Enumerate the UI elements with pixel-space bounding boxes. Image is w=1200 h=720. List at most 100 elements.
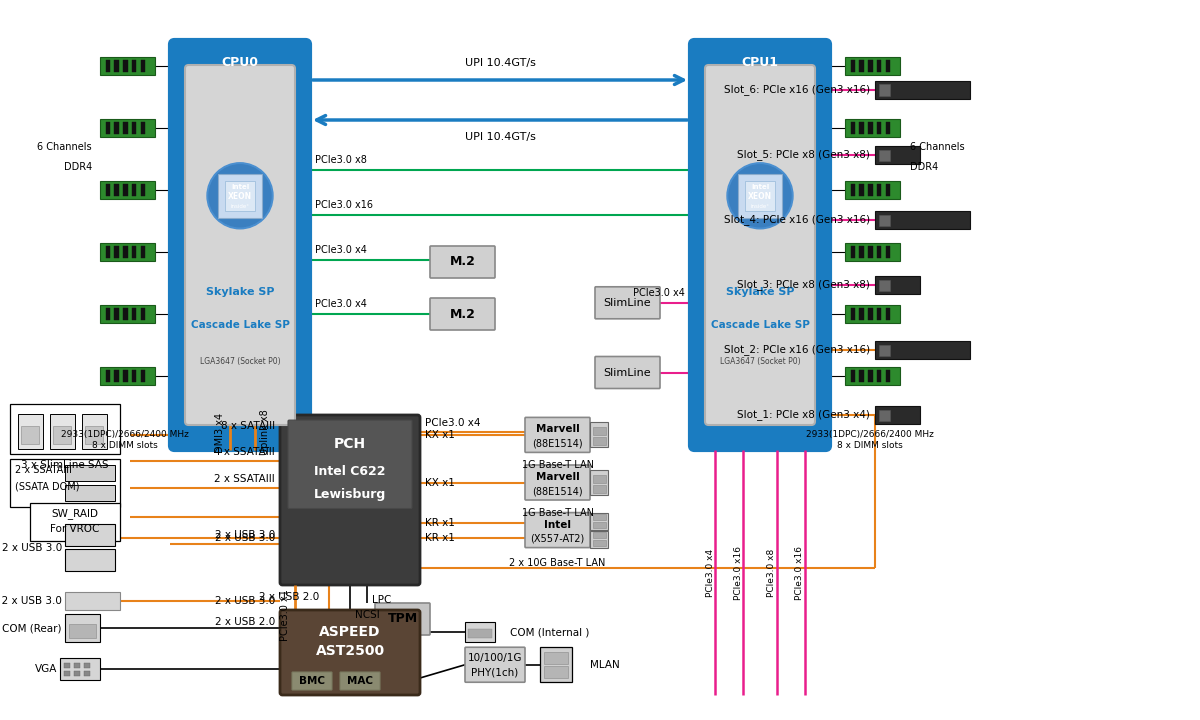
- Text: Skylake SP: Skylake SP: [205, 287, 275, 297]
- Bar: [859, 122, 864, 134]
- Bar: [106, 370, 110, 382]
- Bar: [70, 624, 96, 639]
- Bar: [132, 122, 137, 134]
- Bar: [124, 60, 127, 72]
- Bar: [878, 344, 890, 356]
- Text: CPU0: CPU0: [222, 55, 258, 68]
- Bar: [82, 414, 107, 449]
- Bar: [124, 370, 127, 382]
- Text: Intel: Intel: [544, 520, 571, 530]
- Text: Marvell: Marvell: [535, 472, 580, 482]
- Bar: [859, 370, 864, 382]
- Text: Slot_4: PCIe x16 (Gen3 x16): Slot_4: PCIe x16 (Gen3 x16): [724, 215, 870, 225]
- Bar: [84, 671, 90, 675]
- FancyBboxPatch shape: [430, 298, 496, 330]
- Text: 2 x USB 3.0: 2 x USB 3.0: [215, 534, 275, 544]
- Bar: [886, 184, 890, 196]
- FancyBboxPatch shape: [170, 40, 310, 450]
- Bar: [100, 305, 155, 323]
- Bar: [65, 592, 120, 610]
- Bar: [593, 438, 606, 446]
- Bar: [886, 307, 890, 320]
- Bar: [875, 146, 920, 164]
- Bar: [65, 614, 100, 642]
- Bar: [859, 307, 864, 320]
- Text: M.2: M.2: [450, 256, 475, 269]
- Bar: [877, 370, 881, 382]
- Bar: [886, 122, 890, 134]
- Text: Slot_3: PCIe x8 (Gen3 x8): Slot_3: PCIe x8 (Gen3 x8): [737, 279, 870, 290]
- Bar: [886, 370, 890, 382]
- FancyBboxPatch shape: [706, 65, 815, 425]
- Bar: [106, 307, 110, 320]
- Text: Marvell: Marvell: [535, 424, 580, 434]
- Text: SW_RAID: SW_RAID: [52, 508, 98, 519]
- Text: 6 Channels: 6 Channels: [37, 142, 92, 152]
- Text: For VROC: For VROC: [50, 523, 100, 534]
- Text: PCIe3.0 x4: PCIe3.0 x4: [706, 549, 715, 597]
- Bar: [124, 184, 127, 196]
- Text: PCH: PCH: [334, 437, 366, 451]
- Bar: [540, 647, 572, 683]
- FancyBboxPatch shape: [595, 356, 660, 389]
- Text: Skylake SP: Skylake SP: [726, 287, 794, 297]
- Bar: [845, 243, 900, 261]
- Text: PCIe3.0 x16: PCIe3.0 x16: [733, 546, 743, 600]
- Bar: [65, 549, 115, 572]
- Bar: [30, 503, 120, 541]
- Bar: [132, 307, 137, 320]
- Text: UPI 10.4GT/s: UPI 10.4GT/s: [464, 58, 535, 68]
- Bar: [851, 246, 854, 258]
- Circle shape: [730, 165, 791, 227]
- Bar: [875, 341, 970, 359]
- Bar: [875, 276, 920, 294]
- Bar: [124, 246, 127, 258]
- Text: Intel C622: Intel C622: [314, 464, 385, 477]
- Bar: [851, 60, 854, 72]
- FancyBboxPatch shape: [430, 246, 496, 278]
- Text: NCSI: NCSI: [355, 610, 379, 620]
- Text: KX x1: KX x1: [425, 477, 455, 487]
- FancyBboxPatch shape: [340, 672, 380, 690]
- Bar: [878, 84, 890, 96]
- Bar: [114, 184, 119, 196]
- Bar: [868, 307, 872, 320]
- Bar: [544, 652, 568, 665]
- Bar: [886, 60, 890, 72]
- Bar: [74, 662, 80, 667]
- Text: Slot_1: PCIe x8 (Gen3 x4): Slot_1: PCIe x8 (Gen3 x4): [737, 410, 870, 420]
- Bar: [590, 513, 608, 530]
- Text: BMC: BMC: [299, 676, 325, 686]
- FancyBboxPatch shape: [288, 420, 412, 508]
- Text: PCIe3.0 x4: PCIe3.0 x4: [634, 288, 685, 298]
- Bar: [106, 246, 110, 258]
- Bar: [65, 465, 115, 481]
- Bar: [868, 122, 872, 134]
- Bar: [114, 307, 119, 320]
- Bar: [106, 184, 110, 196]
- Text: 8 x SATAIII: 8 x SATAIII: [221, 421, 275, 431]
- Bar: [877, 246, 881, 258]
- Text: LPC: LPC: [372, 595, 391, 605]
- Text: KR x1: KR x1: [425, 518, 455, 528]
- Text: VGA: VGA: [35, 664, 58, 674]
- Text: Cascade Lake SP: Cascade Lake SP: [710, 320, 810, 330]
- Bar: [85, 426, 103, 444]
- Text: intel: intel: [230, 184, 250, 190]
- Bar: [590, 423, 608, 447]
- Bar: [106, 60, 110, 72]
- Bar: [877, 122, 881, 134]
- Bar: [745, 181, 775, 211]
- Bar: [226, 181, 256, 211]
- Bar: [859, 184, 864, 196]
- Text: 2 x 10G Base-T LAN: 2 x 10G Base-T LAN: [509, 557, 606, 567]
- Text: LGA3647 (Socket P0): LGA3647 (Socket P0): [199, 357, 281, 366]
- Text: 3 x SlimLine SAS: 3 x SlimLine SAS: [22, 460, 109, 470]
- Text: CPU1: CPU1: [742, 55, 779, 68]
- Text: MAC: MAC: [347, 676, 373, 686]
- Bar: [53, 426, 71, 444]
- Bar: [100, 181, 155, 199]
- FancyBboxPatch shape: [690, 40, 830, 450]
- Bar: [886, 246, 890, 258]
- Text: (SSATA DOM): (SSATA DOM): [14, 482, 79, 492]
